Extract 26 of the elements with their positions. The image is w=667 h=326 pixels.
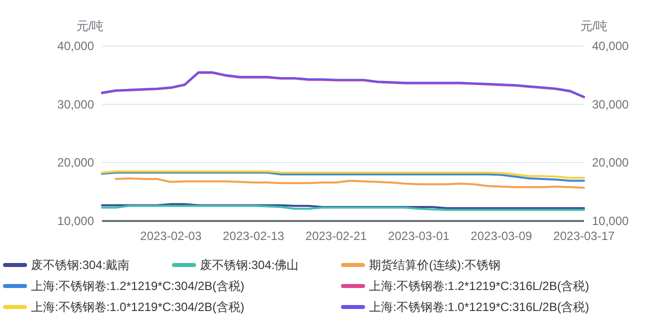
- legend-label: 上海:不锈钢卷:1.2*1219*C:304/2B(含税): [31, 279, 244, 293]
- x-tick-label: 2023-02-13: [222, 229, 284, 243]
- y-axis-title: 元/吨: [76, 19, 104, 33]
- y-tick-label: 30,000: [57, 97, 94, 112]
- x-tick-label: 2023-03-17: [553, 229, 616, 243]
- legend-label: 期货结算价(连续):不锈钢: [369, 258, 500, 272]
- y-tick-label: 40,000: [57, 39, 94, 53]
- y2-tick-label: 30,000: [592, 97, 630, 112]
- y2-tick-label: 40,000: [592, 39, 630, 53]
- y-tick-label: 20,000: [57, 156, 94, 170]
- line-series: [114, 177, 585, 189]
- legend-label: 废不锈钢:304:戴南: [31, 258, 130, 272]
- y2-axis-title: 元/吨: [580, 19, 608, 33]
- line-series: [101, 170, 585, 179]
- x-tick-label: 2023-03-09: [470, 229, 532, 243]
- legend-label: 上海:不锈钢卷:1.0*1219*C:304/2B(含税): [31, 300, 244, 314]
- y2-tick-label: 10,000: [592, 214, 630, 228]
- legend-label: 上海:不锈钢卷:1.0*1219*C:316L/2B(含税): [369, 300, 590, 314]
- y2-tick-label: 20,000: [592, 156, 630, 170]
- y-tick-label: 10,000: [57, 214, 94, 228]
- line-series: [101, 172, 585, 182]
- x-tick-label: 2023-02-21: [305, 229, 368, 243]
- x-tick-label: 2023-02-03: [140, 229, 202, 243]
- legend-label: 废不锈钢:304:佛山: [200, 258, 299, 272]
- x-tick-label: 2023-03-01: [388, 229, 450, 243]
- legend-label: 上海:不锈钢卷:1.2*1219*C:316L/2B(含税): [369, 279, 590, 293]
